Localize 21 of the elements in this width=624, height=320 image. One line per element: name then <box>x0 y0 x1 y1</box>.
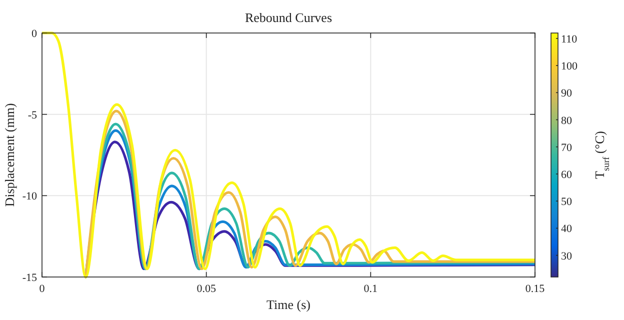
x-tick-label: 0.1 <box>364 283 378 295</box>
color-bar-label: 80 <box>561 114 572 127</box>
y-tick-label: -5 <box>28 109 38 122</box>
color-bar-label: 100 <box>561 60 578 73</box>
color-bar-label: 110 <box>561 33 578 46</box>
y-tick-label: -15 <box>22 272 38 284</box>
color-bar-label: 70 <box>561 142 572 154</box>
y-tick-label: 0 <box>32 28 38 40</box>
line-series <box>42 32 535 278</box>
x-tick-label: 0.05 <box>196 283 216 295</box>
y-tick-label: -10 <box>22 190 38 203</box>
chart-title: Rebound Curves <box>244 10 332 25</box>
color-bar-label: 40 <box>561 223 572 236</box>
color-bar-label: 60 <box>561 168 572 181</box>
x-tick-label: 0 <box>39 283 46 295</box>
x-axis-title: Time (s) <box>266 297 310 312</box>
color-bar-label: 90 <box>561 88 572 100</box>
color-bar-label: 30 <box>561 250 572 262</box>
x-tick-label: 0.15 <box>525 283 546 295</box>
color-bar-label: 50 <box>561 196 572 208</box>
y-axis-title: Displacement (mm) <box>2 103 17 207</box>
